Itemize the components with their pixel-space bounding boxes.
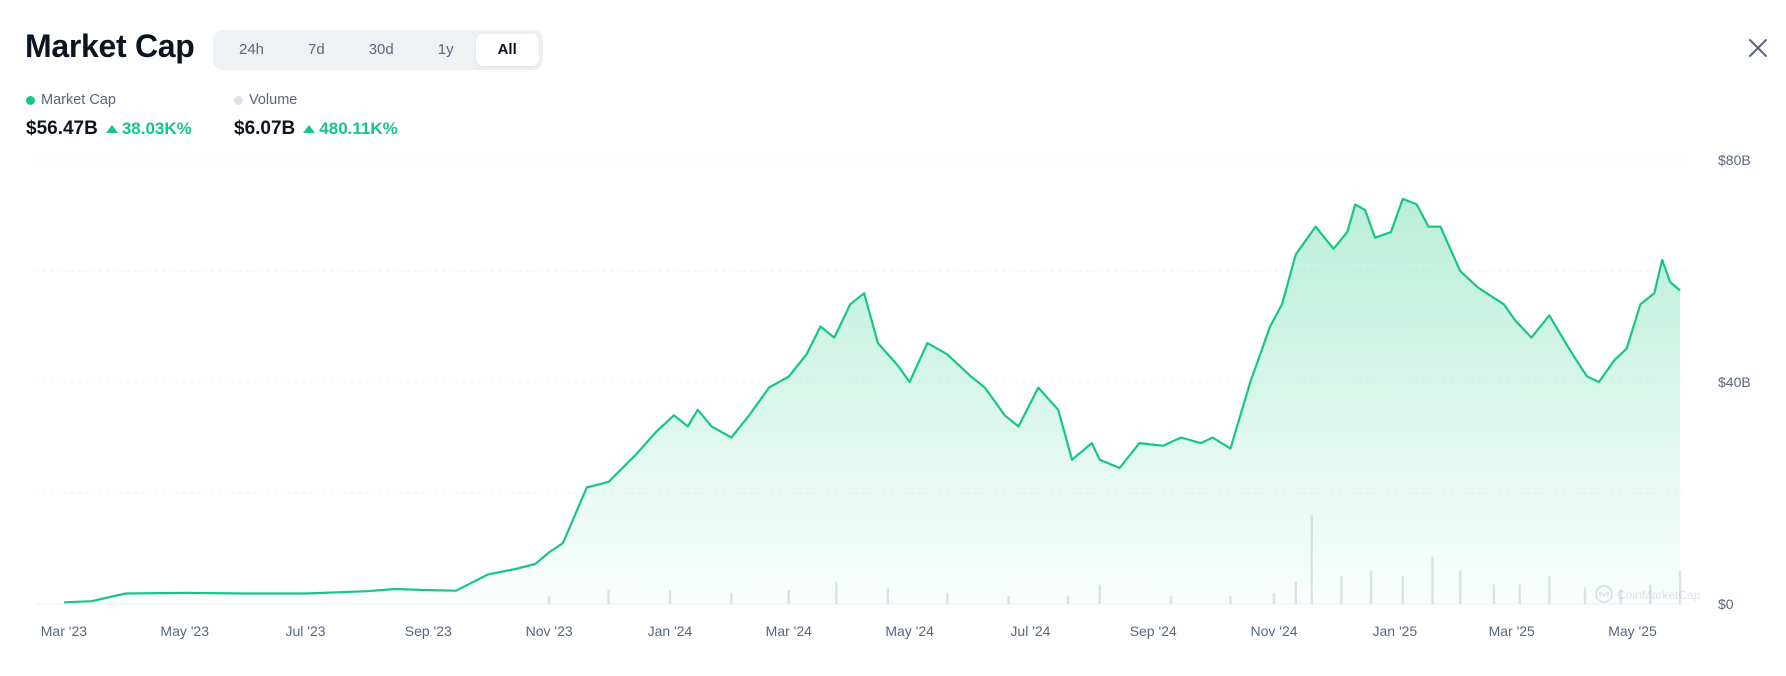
- x-tick-label: Jan '24: [648, 623, 693, 639]
- watermark-text: CoinMarketCap: [1617, 588, 1701, 602]
- x-tick-label: Nov '23: [526, 623, 573, 639]
- tab-24h[interactable]: 24h: [239, 41, 265, 58]
- triangle-up-icon: [105, 125, 118, 133]
- x-tick-label: May '24: [885, 623, 934, 639]
- market-cap-area: [63, 198, 1681, 604]
- x-tick-label: Mar '23: [41, 623, 87, 639]
- volume-dot-icon: [234, 95, 243, 105]
- legend-volume-label: Volume: [249, 92, 298, 108]
- x-tick-label: May '23: [160, 623, 209, 639]
- page-title: Market Cap: [25, 28, 195, 64]
- x-tick-label: Jan '25: [1372, 623, 1417, 639]
- triangle-up-icon: [303, 125, 316, 133]
- x-tick-label: May '25: [1608, 623, 1657, 639]
- tab-all[interactable]: All: [475, 34, 539, 66]
- x-tick-label: Jul '24: [1010, 623, 1050, 639]
- x-tick-label: Sep '24: [1130, 623, 1177, 639]
- x-tick-label: Mar '24: [766, 623, 812, 639]
- x-tick-label: Sep '23: [405, 623, 452, 639]
- tab-30d[interactable]: 30d: [368, 41, 394, 58]
- market-cap-line: [63, 197, 1681, 604]
- x-tick-label: Nov '24: [1251, 623, 1298, 639]
- tab-7d[interactable]: 7d: [308, 41, 325, 58]
- x-tick-label: Mar '25: [1489, 623, 1535, 639]
- close-icon[interactable]: [1746, 36, 1770, 60]
- legend-market-cap-label: Market Cap: [41, 92, 116, 108]
- coinmarketcap-logo-icon: [1595, 585, 1613, 603]
- market-cap-stat: $56.47B 38.03K%: [26, 118, 192, 140]
- y-tick-label: $80B: [1718, 152, 1751, 168]
- market-cap-change: 38.03K%: [121, 119, 192, 138]
- y-tick-label: $0: [1718, 596, 1734, 612]
- volume-value: $6.07B: [234, 118, 296, 139]
- time-range-tabs: 24h 7d 30d 1y All: [213, 30, 543, 70]
- legend-market-cap[interactable]: Market Cap: [26, 92, 116, 108]
- legend-volume[interactable]: Volume: [234, 92, 297, 108]
- x-tick-label: Jul '23: [286, 623, 326, 639]
- tab-1y[interactable]: 1y: [437, 41, 454, 58]
- market-cap-value: $56.47B: [26, 118, 98, 139]
- watermark: CoinMarketCap: [1595, 585, 1701, 603]
- volume-stat: $6.07B 480.11K%: [234, 118, 398, 140]
- volume-change: 480.11K%: [319, 119, 398, 138]
- y-tick-label: $40B: [1718, 374, 1751, 390]
- market-cap-dot-icon: [26, 95, 35, 105]
